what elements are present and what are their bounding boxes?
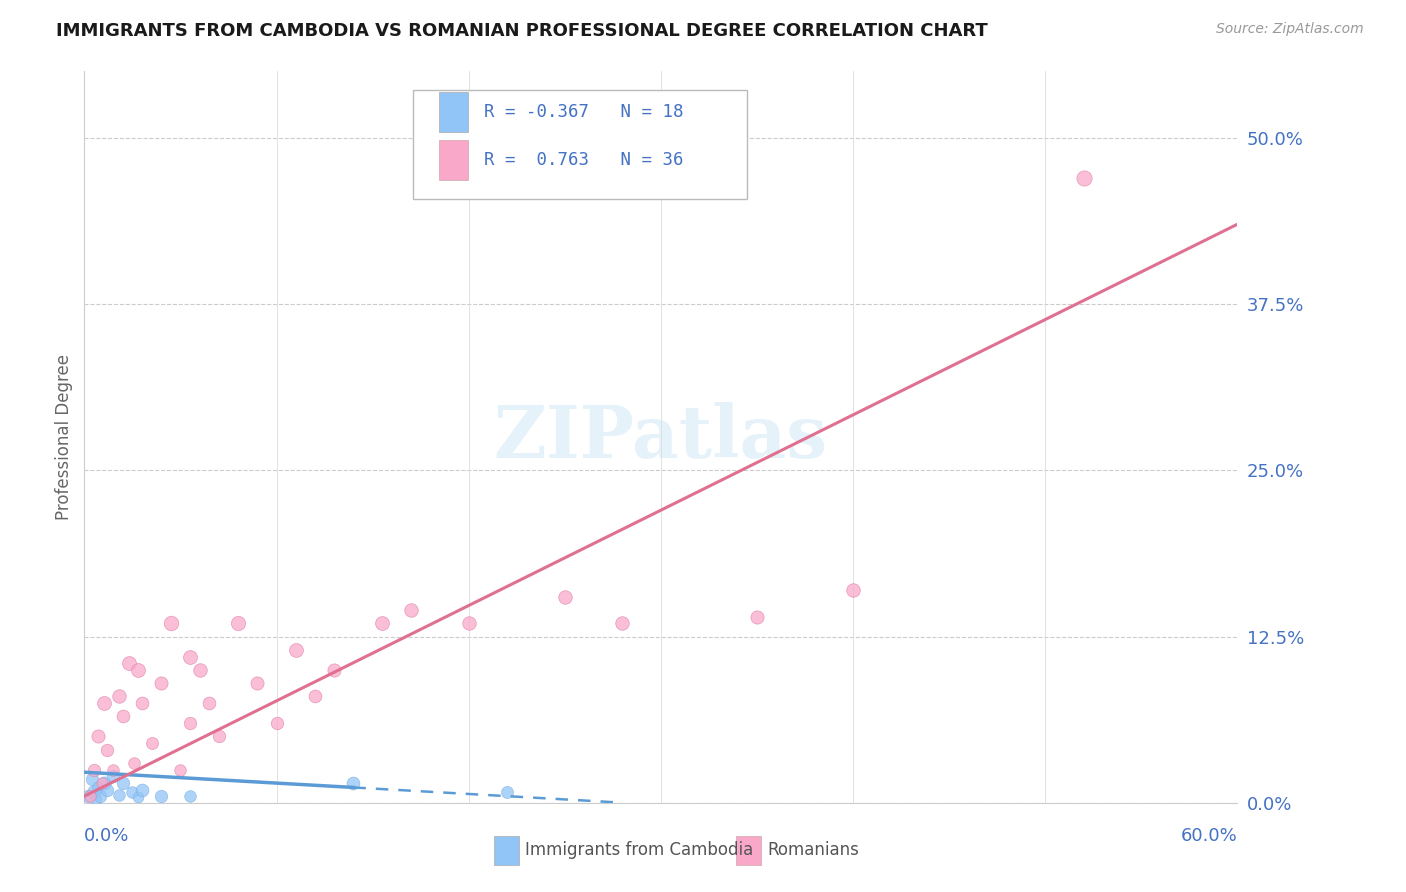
Point bbox=[90, 776, 112, 790]
Point bbox=[103, 769, 124, 783]
Point bbox=[188, 663, 211, 677]
Point bbox=[127, 663, 149, 677]
Text: ZIPatlas: ZIPatlas bbox=[494, 401, 828, 473]
Point bbox=[1073, 170, 1095, 185]
Text: R = -0.367   N = 18: R = -0.367 N = 18 bbox=[485, 103, 683, 121]
Point bbox=[84, 792, 107, 806]
Text: R =  0.763   N = 36: R = 0.763 N = 36 bbox=[485, 152, 683, 169]
Y-axis label: Professional Degree: Professional Degree bbox=[55, 354, 73, 520]
FancyBboxPatch shape bbox=[440, 140, 468, 180]
Point bbox=[108, 788, 131, 802]
Point bbox=[179, 789, 201, 804]
FancyBboxPatch shape bbox=[413, 90, 748, 200]
FancyBboxPatch shape bbox=[735, 836, 761, 865]
Text: Immigrants from Cambodia: Immigrants from Cambodia bbox=[524, 841, 754, 859]
Point bbox=[141, 736, 163, 750]
Point bbox=[96, 742, 118, 756]
Point bbox=[323, 663, 346, 677]
Point bbox=[612, 616, 634, 631]
Point bbox=[131, 782, 153, 797]
Point bbox=[131, 696, 153, 710]
Point bbox=[179, 716, 201, 731]
Point bbox=[87, 780, 110, 794]
Point bbox=[79, 789, 101, 804]
Text: IMMIGRANTS FROM CAMBODIA VS ROMANIAN PROFESSIONAL DEGREE CORRELATION CHART: IMMIGRANTS FROM CAMBODIA VS ROMANIAN PRO… bbox=[56, 22, 988, 40]
Point bbox=[93, 696, 115, 710]
Point bbox=[121, 785, 143, 799]
Point bbox=[304, 690, 326, 704]
Point bbox=[842, 582, 865, 597]
Point bbox=[150, 789, 173, 804]
Point bbox=[111, 709, 134, 723]
Point bbox=[93, 776, 115, 790]
Point bbox=[117, 656, 139, 670]
Point bbox=[284, 643, 307, 657]
Point bbox=[83, 763, 105, 777]
Point bbox=[96, 782, 118, 797]
Point bbox=[266, 716, 288, 731]
Point bbox=[371, 616, 394, 631]
Point bbox=[496, 785, 519, 799]
Point bbox=[89, 789, 111, 804]
Point bbox=[208, 729, 231, 743]
Point bbox=[127, 790, 149, 805]
Point bbox=[150, 676, 173, 690]
Point bbox=[226, 616, 249, 631]
Text: 0.0%: 0.0% bbox=[84, 827, 129, 845]
FancyBboxPatch shape bbox=[440, 92, 468, 132]
Point bbox=[342, 776, 364, 790]
Text: Source: ZipAtlas.com: Source: ZipAtlas.com bbox=[1216, 22, 1364, 37]
Point bbox=[103, 763, 124, 777]
Point bbox=[83, 785, 105, 799]
Text: Romanians: Romanians bbox=[766, 841, 859, 859]
Point bbox=[554, 590, 576, 604]
Point bbox=[246, 676, 269, 690]
Point bbox=[87, 729, 110, 743]
Point bbox=[80, 772, 103, 786]
Point bbox=[399, 603, 422, 617]
Point bbox=[108, 690, 131, 704]
Point bbox=[457, 616, 479, 631]
Point bbox=[198, 696, 221, 710]
Point bbox=[111, 776, 134, 790]
Point bbox=[160, 616, 183, 631]
Text: 60.0%: 60.0% bbox=[1181, 827, 1237, 845]
Point bbox=[169, 763, 191, 777]
Point bbox=[124, 756, 146, 770]
Point bbox=[179, 649, 201, 664]
Point bbox=[745, 609, 768, 624]
Point bbox=[77, 789, 100, 804]
FancyBboxPatch shape bbox=[494, 836, 519, 865]
